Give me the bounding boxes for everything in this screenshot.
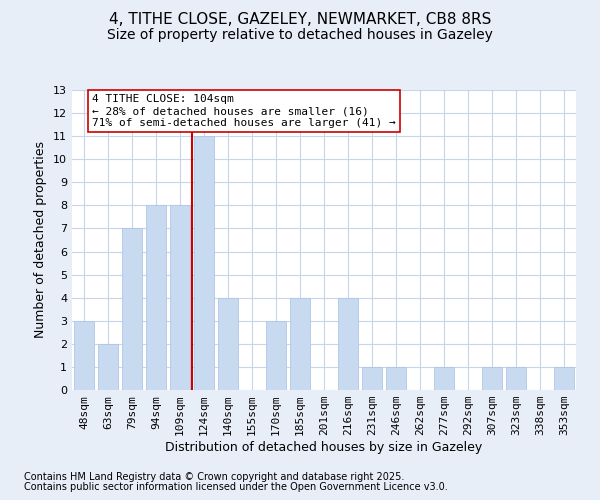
Bar xyxy=(554,367,574,390)
Bar xyxy=(482,367,502,390)
Bar xyxy=(146,206,166,390)
X-axis label: Distribution of detached houses by size in Gazeley: Distribution of detached houses by size … xyxy=(166,441,482,454)
Bar xyxy=(194,136,214,390)
Text: 4 TITHE CLOSE: 104sqm
← 28% of detached houses are smaller (16)
71% of semi-deta: 4 TITHE CLOSE: 104sqm ← 28% of detached … xyxy=(92,94,396,128)
Bar xyxy=(362,367,382,390)
Y-axis label: Number of detached properties: Number of detached properties xyxy=(34,142,47,338)
Text: Size of property relative to detached houses in Gazeley: Size of property relative to detached ho… xyxy=(107,28,493,42)
Bar xyxy=(74,321,94,390)
Bar xyxy=(506,367,526,390)
Bar xyxy=(122,228,142,390)
Bar xyxy=(290,298,310,390)
Bar xyxy=(386,367,406,390)
Bar xyxy=(218,298,238,390)
Bar xyxy=(266,321,286,390)
Bar xyxy=(170,206,190,390)
Text: Contains HM Land Registry data © Crown copyright and database right 2025.: Contains HM Land Registry data © Crown c… xyxy=(24,472,404,482)
Bar xyxy=(434,367,454,390)
Bar xyxy=(338,298,358,390)
Text: Contains public sector information licensed under the Open Government Licence v3: Contains public sector information licen… xyxy=(24,482,448,492)
Text: 4, TITHE CLOSE, GAZELEY, NEWMARKET, CB8 8RS: 4, TITHE CLOSE, GAZELEY, NEWMARKET, CB8 … xyxy=(109,12,491,28)
Bar xyxy=(98,344,118,390)
